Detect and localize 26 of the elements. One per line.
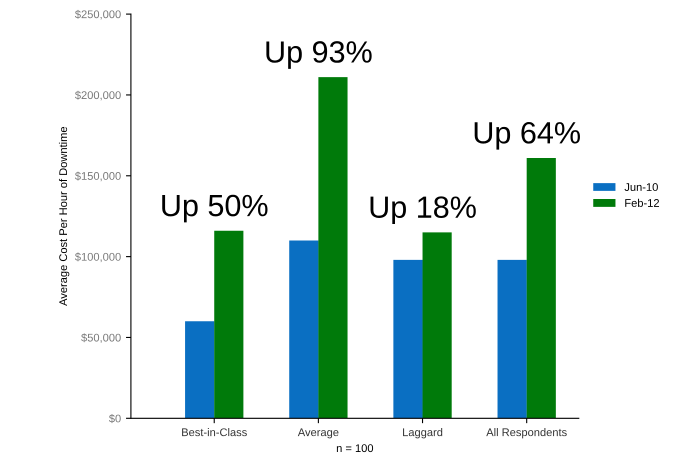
bar bbox=[498, 260, 527, 418]
annotation: Up 50% bbox=[162, 194, 268, 222]
x-tick-label: All Respondents bbox=[486, 428, 567, 438]
y-tick-label: $0 bbox=[108, 414, 121, 424]
legend-label: Jun-10 bbox=[624, 183, 658, 192]
x-tick-label: Laggard bbox=[403, 428, 442, 438]
y-tick-label: $100,000 bbox=[74, 252, 121, 262]
bar bbox=[393, 260, 423, 418]
annotation: Up 93% bbox=[266, 41, 372, 69]
y-axis-title: Average Cost Per Hour of Downtime bbox=[58, 126, 70, 306]
y-tick-label: $150,000 bbox=[74, 172, 121, 182]
annotation: Up 18% bbox=[370, 196, 476, 224]
bar bbox=[318, 77, 348, 418]
y-tick-label: $200,000 bbox=[74, 90, 121, 100]
bar bbox=[526, 158, 556, 418]
y-tick-label: $250,000 bbox=[74, 10, 121, 20]
x-axis-title: n = 100 bbox=[336, 444, 374, 452]
y-tick-label: $50,000 bbox=[81, 333, 121, 343]
bar bbox=[289, 240, 318, 418]
legend-label: Feb-12 bbox=[625, 198, 659, 207]
x-tick-label: Average bbox=[298, 428, 338, 438]
bar bbox=[422, 232, 452, 418]
annotation: Up 64% bbox=[474, 122, 580, 150]
bar bbox=[185, 321, 214, 418]
x-tick-label: Best-in-Class bbox=[182, 428, 247, 436]
bar bbox=[214, 230, 244, 418]
